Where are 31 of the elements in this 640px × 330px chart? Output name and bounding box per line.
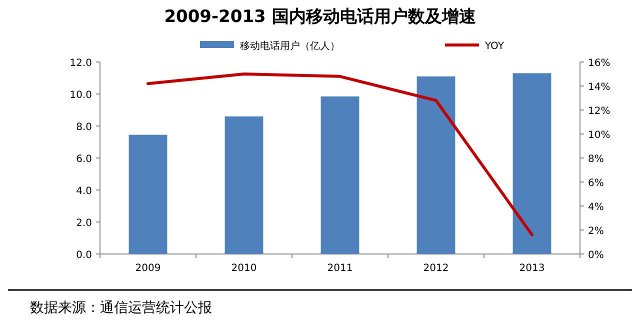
x-tick-label: 2009 xyxy=(135,263,161,274)
bar xyxy=(128,134,168,254)
y2-tick-label: 12% xyxy=(588,106,610,117)
x-tick-label: 2011 xyxy=(327,263,353,274)
y2-tick-label: 2% xyxy=(588,226,604,237)
y2-tick-label: 14% xyxy=(588,82,610,93)
y-tick-label: 4.0 xyxy=(76,186,92,197)
legend-label: YOY xyxy=(484,41,505,52)
y-tick-label: 10.0 xyxy=(70,90,92,101)
y-tick-label: 12.0 xyxy=(70,58,92,69)
source-note: 数据来源：通信运营统计公报 xyxy=(30,300,212,316)
y2-tick-label: 4% xyxy=(588,202,604,213)
x-tick-label: 2010 xyxy=(231,263,257,274)
y-tick-label: 8.0 xyxy=(76,122,92,133)
y2-tick-label: 0% xyxy=(588,250,604,261)
y2-tick-label: 6% xyxy=(588,178,604,189)
y2-tick-label: 16% xyxy=(588,58,610,69)
y2-tick-label: 10% xyxy=(588,130,610,141)
y2-tick-label: 8% xyxy=(588,154,604,165)
y-tick-label: 6.0 xyxy=(76,154,92,165)
y-tick-label: 0.0 xyxy=(76,250,92,261)
line-series xyxy=(146,72,534,236)
bar xyxy=(416,76,456,254)
legend-label: 移动电话用户（亿人） xyxy=(240,40,340,52)
x-tick-label: 2013 xyxy=(519,263,545,274)
bar xyxy=(224,116,264,254)
chart-title: 2009-2013 国内移动电话用户数及增速 xyxy=(164,7,476,27)
y-tick-label: 2.0 xyxy=(76,218,92,229)
bar xyxy=(512,73,552,254)
bar xyxy=(320,96,360,254)
x-tick-label: 2012 xyxy=(423,263,449,274)
